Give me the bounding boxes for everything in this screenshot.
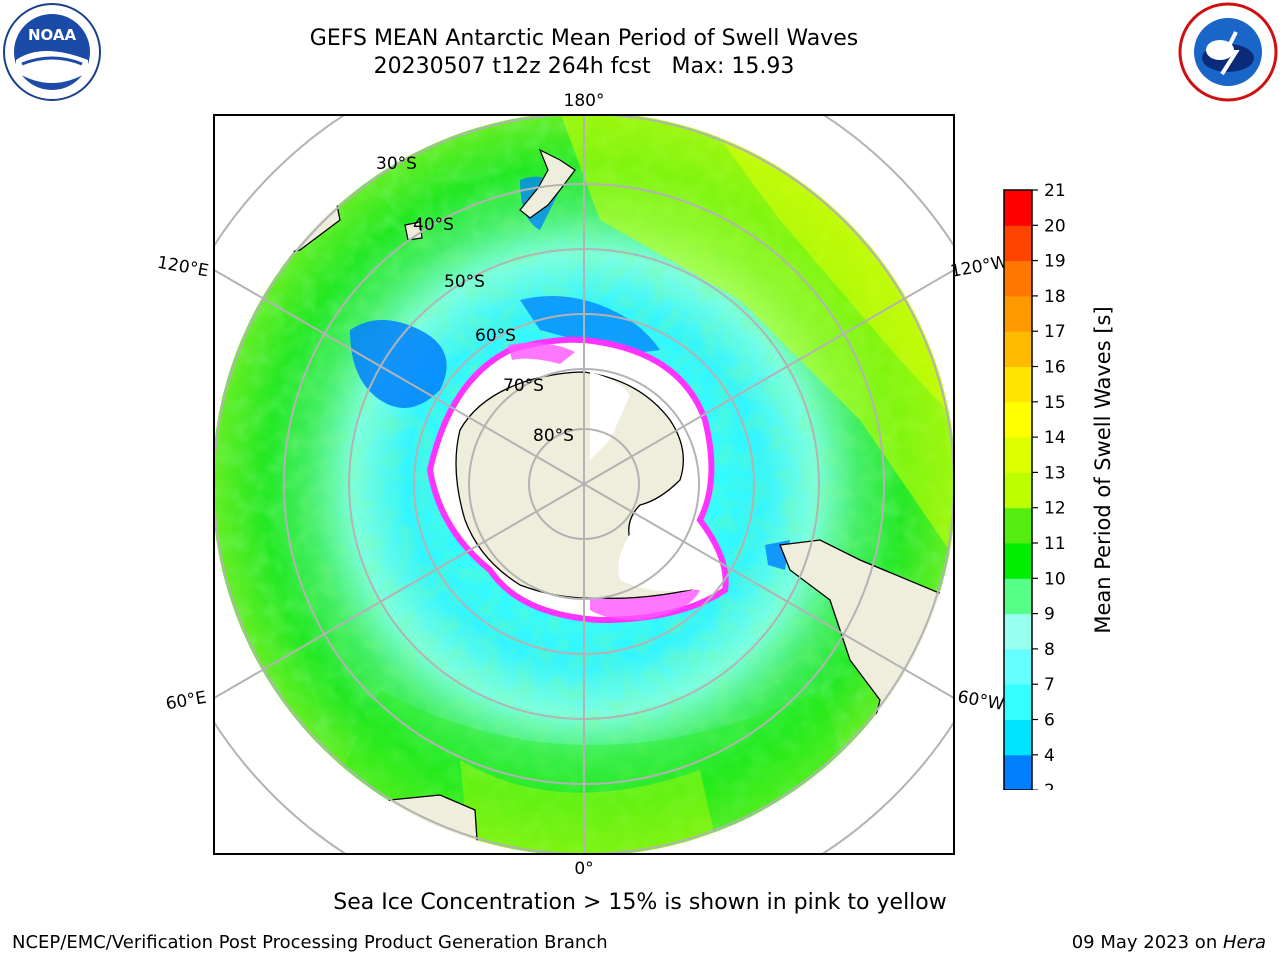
colorbar-swatch [1004, 684, 1032, 720]
colorbar-swatch [1004, 331, 1032, 367]
sea-ice-note: Sea Ice Concentration > 15% is shown in … [333, 890, 947, 915]
colorbar-swatch [1004, 401, 1032, 438]
lat-label-60s: 60°S [475, 326, 516, 346]
lat-label-50s: 50°S [444, 272, 485, 292]
ice-shelf [590, 372, 630, 460]
lon-label-120e: 120°E [156, 253, 210, 282]
colorbar-swatch [1004, 648, 1032, 685]
lat-label-80s: 80°S [533, 426, 574, 446]
colorbar-label: Mean Period of Swell Waves [s] [1091, 306, 1115, 633]
colorbar-tick-label: 15 [1044, 393, 1066, 413]
colorbar-outline [1003, 189, 1033, 790]
producer-credit: NCEP/EMC/Verification Post Processing Pr… [12, 932, 608, 953]
colorbar-swatch [1004, 260, 1032, 297]
colorbar-tick-label: 10 [1044, 569, 1066, 589]
ice-shelf-2 [618, 520, 704, 592]
chart-title: GEFS MEAN Antarctic Mean Period of Swell… [309, 26, 859, 51]
colorbar-tick-label: 18 [1044, 287, 1066, 307]
colorbar-tick-label: 17 [1044, 322, 1066, 342]
low-period-patch [350, 320, 447, 408]
lon-label-0: 0° [574, 859, 593, 879]
low-period-patch-2 [520, 296, 660, 355]
colorbar-tick-label: 12 [1044, 499, 1066, 519]
colorbar-swatch [1004, 190, 1032, 226]
nws-logo-icon [1178, 2, 1278, 102]
colorbar-ticks: 2 4 6 7 8 9 10 11 12 13 14 15 16 17 18 19 20 21 [1032, 181, 1066, 790]
colorbar-tick-label: 16 [1044, 358, 1066, 378]
colorbar-tick-label: 14 [1044, 428, 1066, 448]
colorbar-tick-label: 20 [1044, 216, 1066, 236]
lat-label-30s: 30°S [376, 154, 417, 174]
colorbar-tick-label: 7 [1044, 675, 1055, 695]
colorbar-swatch [1004, 543, 1032, 579]
colorbar-swatch [1004, 472, 1032, 509]
colorbar-tick-label: 2 [1044, 781, 1055, 790]
noaa-logo-icon: NOAA [3, 3, 101, 101]
meridian-lines [214, 115, 954, 854]
new-zealand-land [519, 148, 576, 219]
colorbar-tick-label: 19 [1044, 252, 1066, 272]
sea-ice-edge-band-2 [508, 342, 575, 364]
lat-label-70s: 70°S [503, 376, 544, 396]
colorbar-tick-label: 6 [1044, 711, 1055, 731]
colorbar-swatch [1004, 507, 1032, 544]
antarctica-land [455, 371, 701, 599]
colorbar-swatch [1004, 366, 1032, 403]
colorbar-tick-label: 4 [1044, 746, 1055, 766]
colorbar-tick-label: 21 [1044, 181, 1066, 201]
noaa-logo-text: NOAA [28, 26, 77, 44]
run-date-credit: 09 May 2023 on Hera [1072, 932, 1266, 953]
colorbar-swatch [1004, 295, 1032, 332]
colorbar-swatch [1004, 437, 1032, 473]
tasmania-land [404, 221, 423, 241]
colorbar-swatch [1004, 719, 1032, 756]
run-date: 09 May 2023 on [1071, 932, 1223, 953]
colorbar-swatches [1002, 189, 1034, 790]
colorbar-swatch [1004, 578, 1032, 615]
colorbar-tick-label: 11 [1044, 534, 1066, 554]
map-frame [213, 114, 955, 855]
colorbar-tick-label: 8 [1044, 640, 1055, 660]
lat-label-40s: 40°S [413, 215, 454, 235]
lon-label-180: 180° [564, 91, 605, 111]
colorbar-swatch [1004, 613, 1032, 650]
colorbar-tick-label: 9 [1044, 605, 1055, 625]
colorbar: 2 4 6 7 8 9 10 11 12 13 14 15 16 17 18 19 20 21 Mean Peri… [1002, 181, 1115, 790]
run-host: Hera [1222, 932, 1266, 953]
colorbar-swatch [1004, 225, 1032, 262]
chart-subtitle: 20230507 t12z 264h fcst Max: 15.93 [373, 54, 795, 79]
colorbar-tick-label: 13 [1044, 463, 1066, 483]
colorbar-swatch [1004, 754, 1032, 790]
high-period-zone-3 [460, 760, 720, 854]
lon-label-60e: 60°E [164, 688, 208, 715]
